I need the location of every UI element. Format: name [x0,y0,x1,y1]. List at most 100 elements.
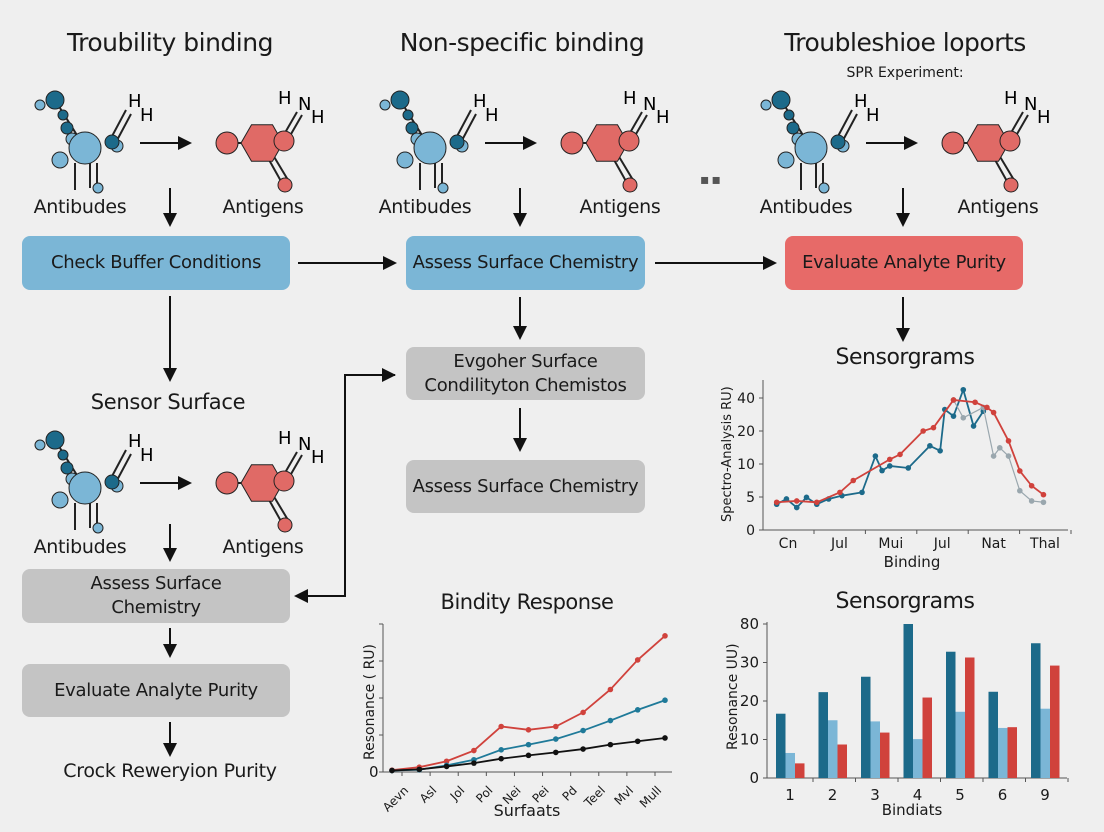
x-tick-label: Pol [473,783,495,805]
data-point [897,451,903,458]
data-point [927,443,933,449]
x-tick-label: Jul [933,536,951,552]
atom [215,131,239,155]
atom [560,131,584,155]
data-point [607,686,614,693]
data-point [960,386,967,393]
header-spr-experiment: SPR Experiment: [846,65,964,81]
y-tick-label: 20 [740,692,759,710]
atom [277,177,293,193]
bar [818,692,828,778]
atom-label: H [311,107,325,128]
x-tick-label: 6 [998,786,1008,804]
series-line [776,386,985,509]
bar [776,713,786,778]
x-tick-label: 3 [870,786,880,804]
assess-surface-chemistry-box-left: Assess Surface Chemistry [22,569,290,623]
data-point [905,465,912,471]
data-point [850,477,857,484]
data-point [634,707,641,713]
bar [795,763,805,778]
chart-title-sensorgrams-bar: Sensorgrams [835,589,975,614]
x-tick-label: Jul [830,536,848,552]
atom [273,470,295,492]
atom [273,130,295,152]
atom [92,522,104,534]
atom [402,109,414,121]
antigen-label: Antigens [222,536,304,558]
atom [622,177,638,193]
atom [760,99,772,111]
data-point [662,697,668,704]
hexagon-ring [240,464,284,502]
y-tick-label: 10 [740,731,759,749]
bar [1031,643,1041,778]
series-line [391,699,666,772]
data-point [553,723,559,730]
data-point [886,463,893,469]
atom [60,461,74,475]
molecule-group: HHH NH [34,428,325,534]
data-point [837,489,843,496]
data-point [879,467,885,474]
atom [405,121,419,135]
data-point [525,741,532,748]
data-point [443,758,450,765]
bar [861,676,871,778]
antigen-label: Antigens [222,196,304,218]
atom [999,130,1021,152]
atom-label: H [128,431,142,452]
data-point [783,496,790,502]
bar [1050,665,1060,778]
bar [870,721,880,778]
data-point [950,397,957,403]
atom-label: H [128,91,142,112]
x-tick-label: 5 [955,786,965,804]
assess-surface-chemistry-box: Assess Surface Chemistry [406,236,645,290]
x-tick-label: Mvl [611,783,636,808]
atom [396,151,414,169]
molecule-group: HHH NH [760,88,1051,194]
x-tick-label: Mull [637,783,664,810]
bar [913,739,923,778]
y-tick-label: 30 [740,654,759,672]
check-buffer-conditions-box: Check Buffer Conditions [22,236,290,290]
data-point [607,741,614,748]
x-tick-label: 9 [1040,786,1050,804]
atom [794,131,828,165]
header-non-specific-binding: Non-specific binding [399,28,645,57]
atom [57,109,69,121]
atom-label: H [311,447,325,468]
atom [34,99,46,111]
atom [68,131,102,165]
data-point [662,633,668,639]
x-tick-label: Aevn [380,783,411,814]
data-point [886,456,893,463]
y-tick-label: 5 [746,490,755,506]
y-tick-label: 80 [740,615,759,633]
atom-label: H [623,88,637,109]
data-point [1005,438,1012,444]
data-point [443,763,450,770]
data-point [471,760,477,766]
atom-label: H [866,105,880,126]
antigen-label: Antigens [957,196,1039,218]
data-point [773,499,780,506]
data-point [498,723,505,730]
data-point [1017,468,1023,474]
bar [785,752,795,778]
atom [771,90,791,110]
data-point [525,752,532,759]
data-point [793,498,800,504]
data-point [607,717,614,724]
x-axis-label: Surfaats [494,801,561,820]
bond-line [267,497,283,524]
sensor-surface-heading: Sensor Surface [90,390,246,414]
x-axis-label: Binding [884,553,941,571]
data-point [972,399,978,406]
ellipsis-icon: ▪▪ [700,172,723,188]
atom-label: H [140,105,154,126]
evaluate-analyte-purity-box-left: Evaluate Analyte Purity [22,664,290,717]
hexagon-ring [966,124,1010,162]
